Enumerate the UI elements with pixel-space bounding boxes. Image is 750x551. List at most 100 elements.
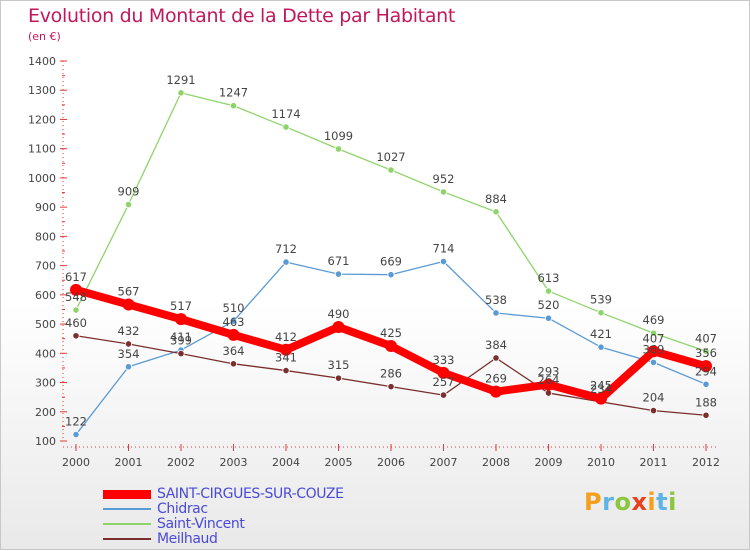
legend-swatch-saint-vincent xyxy=(103,523,151,525)
legend-item-saint-cirgues[interactable]: SAINT-CIRGUES-SUR-COUZE xyxy=(103,486,344,502)
data-label-saint-cirgues: 356 xyxy=(695,346,717,360)
data-point-saint-vincent xyxy=(439,188,448,196)
y-tick-label: 800 xyxy=(35,230,56,243)
data-label-saint-vincent: 613 xyxy=(538,271,560,285)
data-label-saint-cirgues: 245 xyxy=(590,379,612,393)
data-label-saint-cirgues: 293 xyxy=(538,365,560,379)
data-point-saint-cirgues xyxy=(490,385,502,398)
data-point-meilhaud xyxy=(72,332,80,340)
data-point-saint-vincent xyxy=(387,166,395,174)
x-tick-label: 2012 xyxy=(692,456,720,469)
data-label-chidrac: 411 xyxy=(170,330,192,344)
data-label-saint-vincent: 884 xyxy=(485,192,507,206)
data-label-chidrac: 421 xyxy=(590,327,612,341)
logo-letter: o xyxy=(614,488,632,516)
data-point-saint-cirgues xyxy=(700,360,712,373)
data-point-chidrac xyxy=(649,358,658,366)
legend-item-saint-vincent[interactable]: Saint-Vincent xyxy=(103,516,245,532)
data-label-chidrac: 294 xyxy=(695,364,717,378)
logo-letter: P xyxy=(584,488,603,516)
data-label-saint-cirgues: 412 xyxy=(275,330,297,344)
y-tick-label: 900 xyxy=(35,201,56,214)
data-label-saint-vincent: 1174 xyxy=(271,107,300,121)
data-label-meilhaud: 399 xyxy=(170,334,192,348)
logo-letter: i xyxy=(647,488,657,516)
data-label-chidrac: 122 xyxy=(65,415,87,429)
legend-item-chidrac[interactable]: Chidrac xyxy=(103,501,208,517)
y-tick-label: 600 xyxy=(35,289,56,302)
data-label-saint-cirgues: 617 xyxy=(65,270,87,284)
data-label-meilhaud: 432 xyxy=(118,324,140,338)
data-label-meilhaud: 286 xyxy=(380,367,402,381)
data-point-saint-cirgues xyxy=(122,298,135,311)
data-point-saint-vincent xyxy=(282,123,290,131)
data-point-chidrac xyxy=(282,258,290,266)
data-point-saint-cirgues xyxy=(280,343,292,356)
data-point-chidrac xyxy=(124,363,133,371)
data-point-chidrac xyxy=(387,271,395,279)
data-point-saint-vincent xyxy=(177,89,185,97)
data-label-saint-cirgues: 463 xyxy=(223,315,245,329)
data-label-chidrac: 354 xyxy=(118,347,140,361)
data-label-meilhaud: 460 xyxy=(65,316,87,330)
data-point-saint-vincent xyxy=(492,208,500,216)
data-point-saint-cirgues xyxy=(437,366,450,379)
data-point-meilhaud xyxy=(702,411,710,419)
data-label-meilhaud: 204 xyxy=(643,391,665,405)
data-point-meilhaud xyxy=(124,340,133,348)
data-label-saint-cirgues: 517 xyxy=(170,299,192,313)
legend-item-meilhaud[interactable]: Meilhaud xyxy=(103,531,218,547)
y-tick-label: 1300 xyxy=(28,84,56,97)
data-label-saint-vincent: 1099 xyxy=(324,129,353,143)
data-point-chidrac xyxy=(492,309,500,317)
x-tick-label: 2003 xyxy=(220,456,248,469)
y-tick-label: 1200 xyxy=(28,113,56,126)
data-label-saint-vincent: 1247 xyxy=(219,86,248,100)
data-label-saint-cirgues: 425 xyxy=(380,326,402,340)
y-tick-label: 100 xyxy=(35,435,56,448)
y-tick-label: 1400 xyxy=(28,55,56,68)
data-label-saint-cirgues: 490 xyxy=(328,307,350,321)
data-label-saint-cirgues: 407 xyxy=(643,331,665,345)
data-point-meilhaud xyxy=(649,406,658,415)
data-label-meilhaud: 364 xyxy=(223,344,245,358)
data-point-saint-vincent xyxy=(597,309,605,317)
data-point-saint-cirgues xyxy=(227,328,240,341)
data-label-chidrac: 671 xyxy=(328,254,350,268)
data-label-chidrac: 510 xyxy=(223,301,245,315)
x-tick-label: 2010 xyxy=(587,456,615,469)
data-label-saint-vincent: 952 xyxy=(433,172,455,186)
x-tick-label: 2007 xyxy=(430,456,458,469)
data-label-saint-vincent: 1027 xyxy=(376,150,405,164)
logo-letter: t xyxy=(656,488,669,516)
chart-series xyxy=(70,89,712,439)
data-label-chidrac: 712 xyxy=(275,242,297,256)
x-tick-label: 2000 xyxy=(62,456,90,469)
legend-swatch-meilhaud xyxy=(103,538,151,540)
legend-swatch-saint-cirgues xyxy=(103,489,151,499)
legend-label-meilhaud: Meilhaud xyxy=(157,531,218,547)
x-tick-label: 2011 xyxy=(640,456,668,469)
logo-letter: i xyxy=(668,488,677,516)
data-point-chidrac xyxy=(702,380,710,388)
data-label-chidrac: 669 xyxy=(380,255,402,269)
data-point-saint-cirgues xyxy=(595,392,607,405)
proxiti-logo: Proxiti xyxy=(584,488,677,516)
logo-letter: x xyxy=(631,488,648,516)
x-tick-label: 2008 xyxy=(482,456,510,469)
legend-swatch-chidrac xyxy=(103,508,151,510)
y-tick-label: 1000 xyxy=(28,172,56,185)
y-tick-label: 700 xyxy=(35,260,56,273)
data-label-meilhaud: 315 xyxy=(328,358,350,372)
data-label-meilhaud: 234 xyxy=(590,382,612,396)
data-label-saint-vincent: 548 xyxy=(65,290,87,304)
data-label-saint-vincent: 909 xyxy=(118,185,140,199)
data-point-chidrac xyxy=(597,343,605,351)
y-tick-label: 400 xyxy=(35,347,56,360)
data-label-meilhaud: 384 xyxy=(485,338,507,352)
data-point-saint-cirgues xyxy=(332,321,345,333)
data-label-saint-cirgues: 269 xyxy=(485,372,507,386)
data-point-saint-vincent xyxy=(702,347,710,355)
x-tick-label: 2005 xyxy=(325,456,353,469)
data-point-meilhaud xyxy=(439,391,448,399)
